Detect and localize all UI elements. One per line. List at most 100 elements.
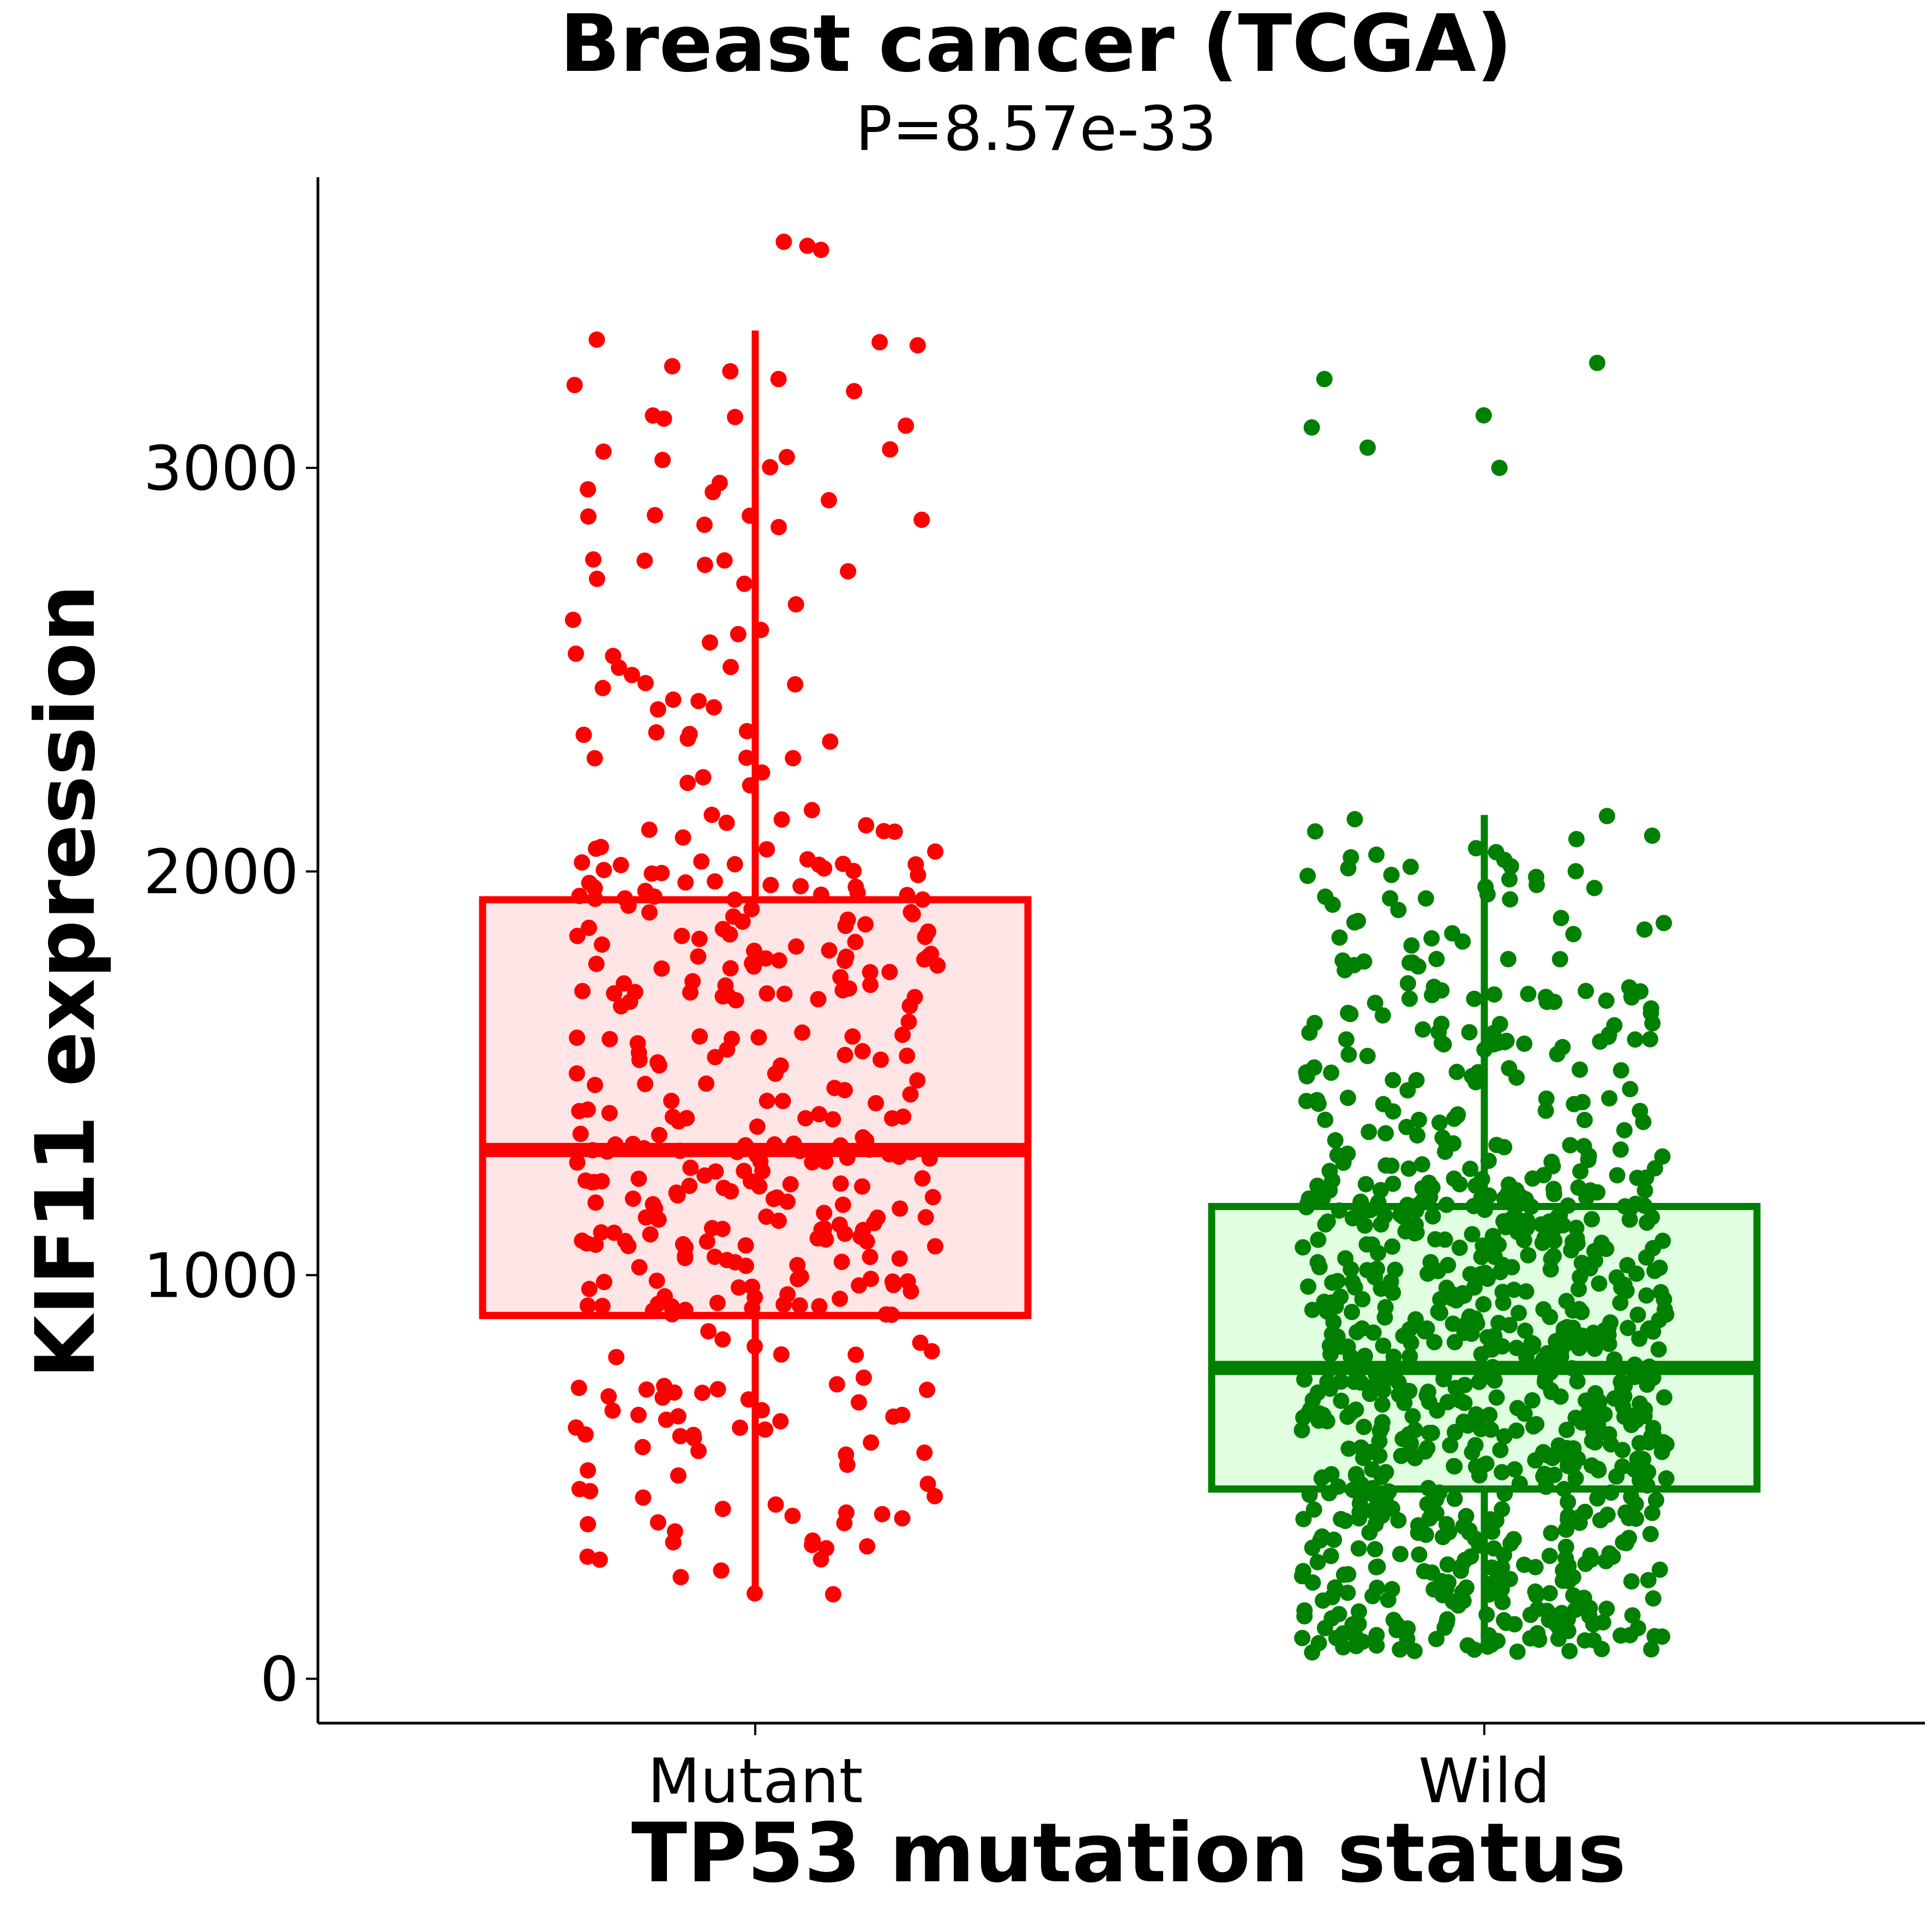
- wild-point: [1600, 1026, 1617, 1043]
- mutant-point: [574, 854, 591, 871]
- wild-point: [1538, 1090, 1555, 1107]
- wild-point: [1377, 1157, 1394, 1174]
- wild-point: [1502, 891, 1519, 908]
- wild-point: [1358, 1236, 1375, 1253]
- wild-point: [1413, 1156, 1430, 1173]
- wild-point: [1400, 1160, 1417, 1177]
- mutant-point: [862, 1249, 878, 1265]
- wild-point: [1445, 1315, 1461, 1332]
- wild-point: [1542, 1309, 1558, 1325]
- mutant-point: [794, 1024, 811, 1041]
- mutant-point: [854, 1043, 871, 1060]
- chart-subtitle: P=8.57e-33: [856, 94, 1217, 165]
- wild-point: [1525, 1335, 1542, 1352]
- wild-point: [1296, 1371, 1313, 1388]
- wild-point: [1319, 1295, 1335, 1312]
- wild-point: [1631, 1435, 1648, 1452]
- mutant-point: [812, 242, 829, 258]
- wild-point: [1541, 1585, 1558, 1602]
- mutant-point: [649, 701, 666, 718]
- mutant-point: [636, 552, 653, 569]
- wild-point: [1494, 1593, 1511, 1610]
- mutant-point: [722, 363, 739, 380]
- wild-point: [1458, 1316, 1474, 1333]
- mutant-point: [804, 1537, 821, 1554]
- mutant-point: [587, 1194, 604, 1211]
- mutant-point: [591, 1551, 608, 1568]
- wild-point: [1402, 858, 1419, 875]
- wild-point: [1319, 1413, 1335, 1430]
- mutant-point: [836, 1225, 853, 1242]
- wild-point: [1595, 1324, 1612, 1341]
- wild-point: [1411, 1111, 1428, 1128]
- mutant-point: [788, 938, 805, 955]
- wild-point: [1524, 1392, 1540, 1409]
- wild-point: [1638, 1169, 1654, 1186]
- wild-point: [1304, 1574, 1321, 1591]
- y-tick-label: 0: [260, 1645, 299, 1716]
- mutant-point: [693, 853, 710, 870]
- wild-point: [1384, 1238, 1401, 1255]
- wild-point: [1298, 1064, 1315, 1081]
- wild-point: [1401, 1321, 1418, 1338]
- mutant-point: [643, 865, 660, 882]
- mutant-point: [714, 988, 731, 1005]
- wild-point: [1573, 1304, 1590, 1320]
- wild-point: [1558, 1422, 1575, 1439]
- mutant-point: [629, 1035, 646, 1052]
- mutant-point: [757, 1421, 774, 1438]
- wild-point: [1323, 1610, 1340, 1627]
- mutant-point: [604, 1402, 621, 1419]
- wild-point: [1436, 1231, 1453, 1248]
- mutant-point: [836, 1082, 853, 1099]
- mutant-point: [714, 920, 731, 937]
- wild-point: [1503, 1259, 1520, 1275]
- mutant-point: [858, 817, 875, 834]
- wild-point: [1562, 1137, 1579, 1154]
- mutant-point: [714, 1220, 731, 1237]
- y-tick-label: 2000: [143, 837, 299, 908]
- mutant-point: [917, 929, 934, 946]
- mutant-point: [791, 1297, 808, 1314]
- wild-point: [1350, 1540, 1367, 1557]
- wild-point: [1518, 1283, 1534, 1300]
- wild-point: [1494, 1284, 1511, 1301]
- wild-point: [1527, 1558, 1544, 1575]
- wild-point: [1399, 1620, 1416, 1637]
- wild-point: [1642, 1526, 1659, 1543]
- mutant-point: [574, 983, 591, 1000]
- mutant-point: [706, 699, 723, 716]
- wild-point: [1393, 1447, 1410, 1464]
- wild-point: [1333, 1338, 1350, 1355]
- wild-point: [1437, 1143, 1454, 1160]
- mutant-point: [844, 1028, 861, 1045]
- wild-point: [1377, 1299, 1394, 1316]
- wild-point: [1315, 1592, 1331, 1609]
- x-tick-label-wild: Wild: [1418, 1746, 1550, 1817]
- mutant-point: [840, 563, 857, 580]
- wild-point: [1638, 1287, 1655, 1304]
- wild-point: [1473, 1346, 1490, 1363]
- mutant-point: [595, 862, 612, 878]
- wild-point: [1343, 849, 1359, 866]
- wild-point: [1435, 1036, 1452, 1053]
- wild-point: [1572, 1163, 1589, 1180]
- wild-point: [1448, 1063, 1465, 1080]
- mutant-point: [779, 1286, 796, 1303]
- mutant-point: [572, 1126, 589, 1142]
- wild-point: [1508, 1339, 1525, 1356]
- wild-point: [1435, 1371, 1452, 1388]
- mutant-point: [601, 1031, 618, 1048]
- mutant-point: [799, 851, 816, 868]
- wild-point: [1331, 929, 1348, 946]
- wild-point: [1492, 1442, 1509, 1459]
- mutant-point: [575, 726, 592, 743]
- mutant-point: [579, 1297, 596, 1314]
- mutant-point: [695, 769, 712, 786]
- wild-point: [1501, 1317, 1518, 1334]
- wild-point: [1567, 1470, 1584, 1486]
- wild-point: [1294, 1629, 1311, 1646]
- mutant-point: [895, 1108, 912, 1125]
- wild-point: [1496, 851, 1513, 868]
